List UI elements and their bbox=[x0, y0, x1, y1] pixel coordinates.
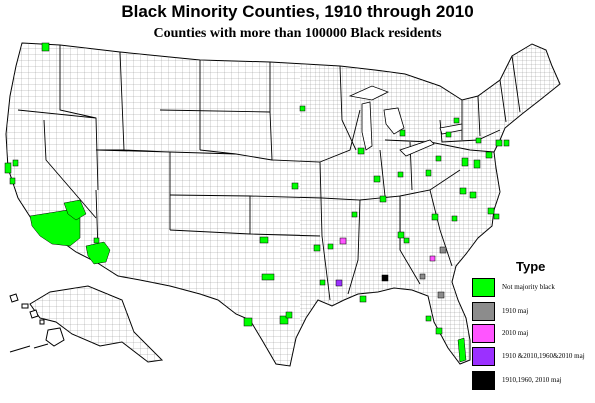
hawaii-inset bbox=[9, 293, 65, 347]
lake-michigan bbox=[361, 101, 373, 151]
legend-label: 1910 maj bbox=[502, 307, 529, 315]
legend-label: 2010 maj bbox=[502, 329, 529, 337]
legend-label: Not majority black bbox=[502, 283, 555, 291]
legend-swatch bbox=[472, 278, 495, 297]
legend-title: Type bbox=[516, 259, 546, 274]
legend-swatch bbox=[472, 347, 495, 366]
alaska-inset bbox=[9, 285, 164, 363]
map-subtitle: Counties with more than 100000 Black res… bbox=[153, 26, 442, 41]
lake-ontario bbox=[439, 123, 463, 135]
lake-huron bbox=[383, 107, 405, 135]
lake-erie bbox=[399, 139, 435, 157]
legend-label: 1910 &2010,1960&2010 maj bbox=[502, 352, 585, 360]
us-county-map bbox=[4, 42, 561, 367]
legend-swatch bbox=[472, 302, 495, 321]
legend-swatch bbox=[472, 371, 495, 390]
lake-superior bbox=[348, 85, 389, 101]
legend-swatch bbox=[472, 324, 495, 343]
legend-label: 1910,1960, 2010 maj bbox=[502, 376, 562, 384]
map-title: Black Minority Counties, 1910 through 20… bbox=[121, 2, 474, 21]
